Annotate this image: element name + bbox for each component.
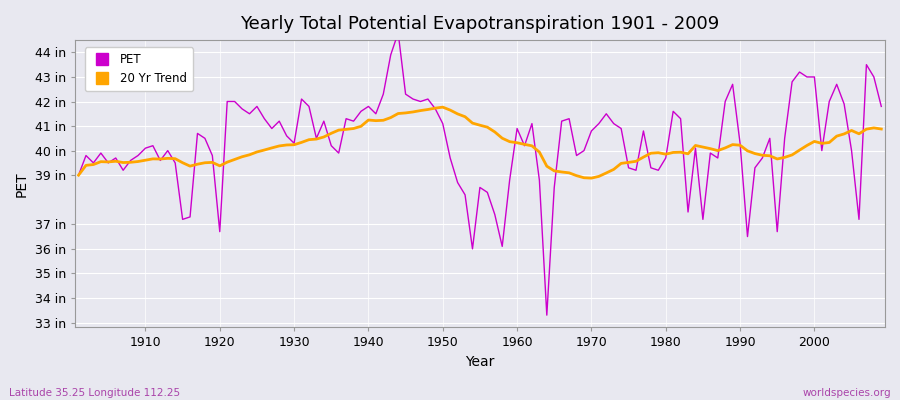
Text: Latitude 35.25 Longitude 112.25: Latitude 35.25 Longitude 112.25 [9, 388, 180, 398]
Text: worldspecies.org: worldspecies.org [803, 388, 891, 398]
X-axis label: Year: Year [465, 355, 495, 369]
Title: Yearly Total Potential Evapotranspiration 1901 - 2009: Yearly Total Potential Evapotranspiratio… [240, 15, 719, 33]
Y-axis label: PET: PET [15, 171, 29, 196]
Legend: PET, 20 Yr Trend: PET, 20 Yr Trend [85, 48, 194, 91]
